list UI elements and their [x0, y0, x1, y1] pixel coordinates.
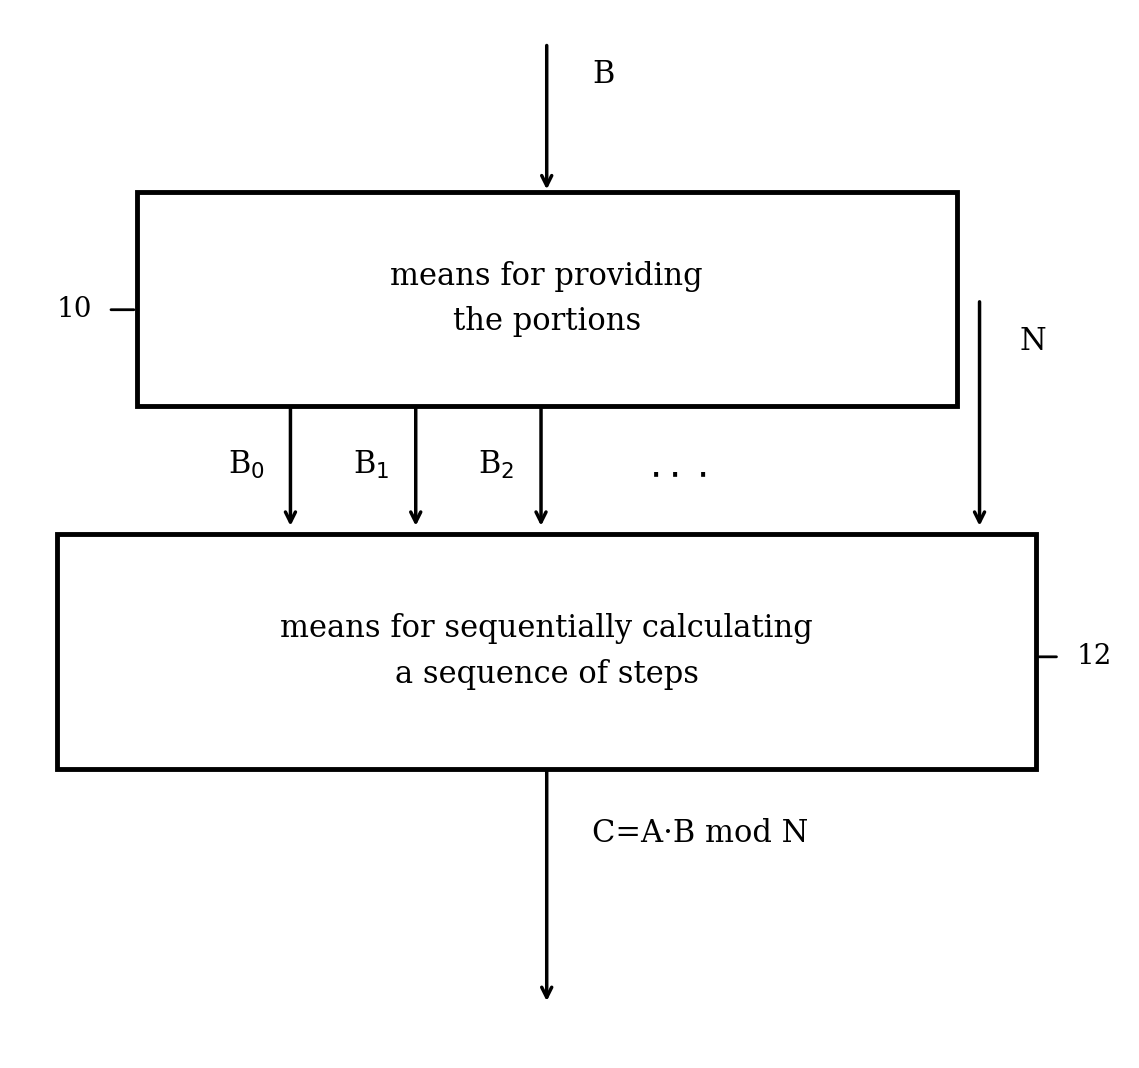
Text: B$_1$: B$_1$	[353, 449, 390, 481]
FancyBboxPatch shape	[137, 192, 957, 406]
Text: B$_2$: B$_2$	[478, 449, 515, 481]
Text: means for providing
the portions: means for providing the portions	[391, 261, 703, 337]
Text: means for sequentially calculating
a sequence of steps: means for sequentially calculating a seq…	[280, 613, 813, 690]
Text: $\cdot\cdot\cdot$: $\cdot\cdot\cdot$	[649, 457, 706, 493]
Text: B: B	[592, 59, 615, 91]
Text: 10: 10	[56, 296, 92, 324]
FancyBboxPatch shape	[57, 534, 1036, 769]
Text: C=A·B mod N: C=A·B mod N	[592, 817, 809, 849]
Text: 12: 12	[1076, 643, 1112, 671]
Text: N: N	[1019, 326, 1046, 358]
Text: B$_0$: B$_0$	[228, 449, 264, 481]
